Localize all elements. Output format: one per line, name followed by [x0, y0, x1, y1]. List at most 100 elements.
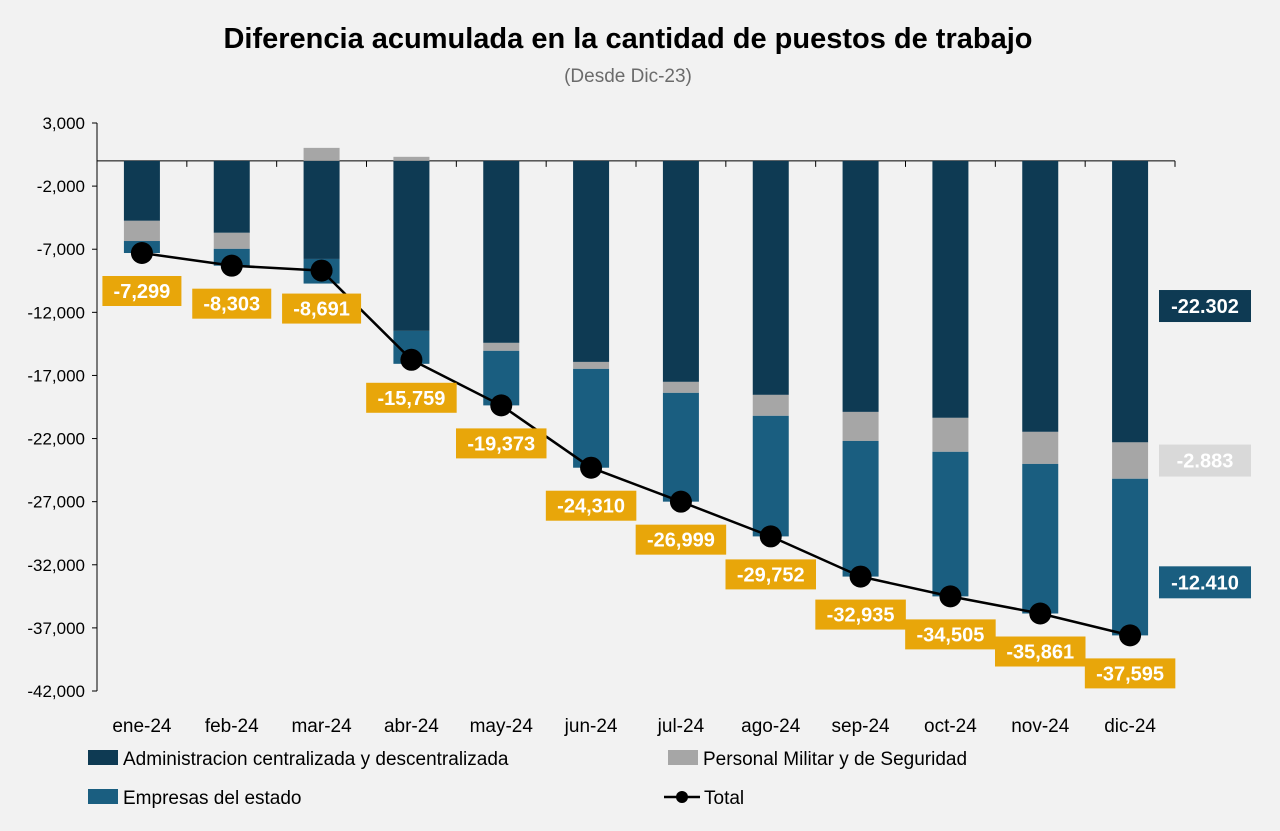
total-point: [490, 394, 513, 417]
y-tick-label: 3,000: [42, 114, 85, 133]
legend-label: Total: [704, 788, 744, 809]
x-tick-label: jul-24: [657, 716, 705, 737]
bar-empresas: [662, 392, 699, 502]
bar-admin: [662, 160, 699, 382]
legend-label: Empresas del estado: [123, 788, 302, 809]
x-tick-label: ene-24: [112, 716, 172, 737]
bar-empresas: [1112, 478, 1149, 636]
x-tick-label: nov-24: [1011, 716, 1070, 737]
total-label: -32,935: [827, 605, 895, 627]
bar-admin: [932, 160, 969, 418]
total-line: [141, 251, 1131, 637]
x-tick-label: ago-24: [741, 716, 801, 737]
total-point: [220, 254, 243, 277]
total-label-box: [725, 559, 816, 590]
total-label: -19,373: [467, 433, 535, 455]
bar-empresas: [1022, 463, 1059, 614]
bar-military: [483, 342, 520, 351]
x-tick-label: oct-24: [924, 716, 977, 737]
y-tick-label: -17,000: [27, 366, 85, 385]
bar-empresas: [932, 451, 969, 597]
y-tick-label: -27,000: [27, 493, 85, 512]
chart-title: Diferencia acumulada en la cantidad de p…: [223, 23, 1032, 55]
x-tick-label: sep-24: [832, 716, 891, 737]
plot-area: 3,000 -2,000 -7,000 -12,000 -17,000 -22,000 -2…: [27, 114, 1251, 737]
chart-subtitle: (Desde Dic-23): [564, 66, 692, 87]
total-label-box: [102, 275, 182, 306]
x-tick-label: mar-24: [291, 716, 352, 737]
total-label-box: [635, 524, 727, 555]
total-label-box: [366, 382, 457, 413]
legend-swatch: [88, 750, 118, 765]
total-label: -7,299: [114, 281, 171, 303]
total-label: -29,752: [737, 564, 805, 586]
total-label-box: [995, 636, 1086, 667]
y-tick-label: -32,000: [27, 556, 85, 575]
end-label-box: [1159, 290, 1251, 323]
end-label: -2.883: [1177, 451, 1234, 473]
bar-military: [1112, 442, 1149, 479]
total-point: [939, 585, 962, 608]
bar-admin: [842, 160, 879, 412]
total-label-box: [905, 619, 996, 650]
total-label-box: [1084, 658, 1176, 689]
end-label-box: [1159, 444, 1251, 477]
end-label: -22.302: [1171, 296, 1239, 318]
bar-military: [393, 156, 430, 161]
total-point: [1119, 624, 1142, 647]
x-tick-label: may-24: [470, 716, 534, 737]
total-label: -35,861: [1006, 642, 1074, 664]
x-tick-label: jun-24: [564, 716, 618, 737]
bar-military: [662, 381, 699, 393]
y-tick-label: -2,000: [37, 177, 85, 196]
bar-military: [752, 394, 789, 416]
total-label: -26,999: [647, 530, 715, 552]
bar-military: [213, 232, 250, 249]
bar-admin: [213, 160, 250, 233]
total-label-box: [192, 288, 272, 319]
legend-swatch: [88, 789, 118, 804]
total-point: [400, 348, 423, 371]
total-point: [130, 241, 153, 264]
bar-admin: [752, 160, 789, 395]
y-tick-label: -37,000: [27, 619, 85, 638]
total-label: -34,505: [916, 624, 984, 646]
total-point: [1029, 602, 1052, 625]
bar-military: [303, 147, 340, 161]
legend-marker: [676, 791, 688, 803]
legend: Administracion centralizada y descentral…: [88, 749, 967, 809]
y-tick-label: -22,000: [27, 430, 85, 449]
total-label-box: [545, 490, 637, 521]
bar-empresas: [573, 368, 610, 468]
total-label: -24,310: [557, 496, 625, 518]
y-tick-label: -42,000: [27, 682, 85, 701]
x-tick-label: dic-24: [1104, 716, 1156, 737]
legend-swatch: [668, 750, 698, 765]
bar-military: [1022, 431, 1059, 464]
end-label: -12.410: [1171, 572, 1239, 594]
bar-empresas: [842, 440, 879, 577]
total-label: -37,595: [1096, 663, 1164, 685]
total-label-box: [456, 428, 547, 459]
bar-military: [573, 361, 610, 369]
total-label: -15,759: [377, 388, 445, 410]
x-tick-label: feb-24: [205, 716, 259, 737]
total-point: [580, 456, 603, 479]
end-label-box: [1159, 566, 1251, 599]
y-tick-label: -12,000: [27, 303, 85, 322]
bar-admin: [1112, 160, 1149, 443]
legend-label: Personal Militar y de Seguridad: [703, 749, 967, 770]
bar-admin: [303, 160, 340, 259]
bar-admin: [573, 160, 610, 362]
total-label-box: [815, 599, 906, 630]
bar-military: [842, 411, 879, 441]
x-tick-label: abr-24: [384, 716, 439, 737]
total-label: -8,691: [293, 299, 350, 321]
bar-empresas: [752, 415, 789, 537]
bar-admin: [483, 160, 520, 343]
total-point: [849, 565, 872, 588]
total-label-box: [282, 293, 362, 324]
total-point: [759, 525, 782, 548]
bar-military: [932, 417, 969, 452]
